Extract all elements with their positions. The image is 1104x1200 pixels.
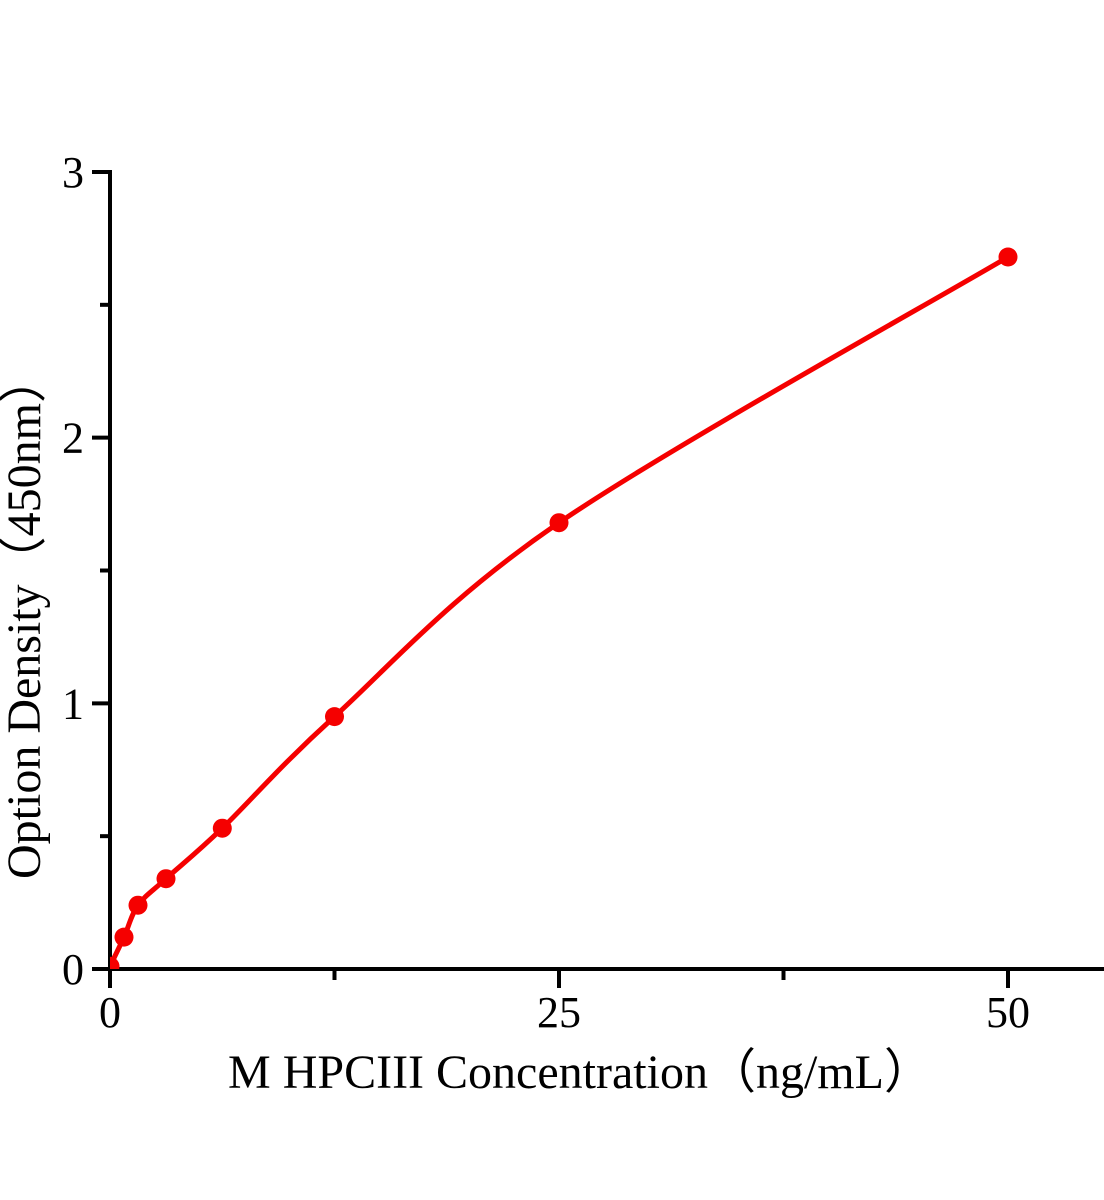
data-point — [325, 707, 344, 727]
data-point — [156, 869, 176, 889]
data-point — [128, 895, 148, 915]
data-point — [549, 513, 569, 533]
data-series — [110, 247, 1018, 969]
data-point — [114, 927, 134, 947]
x-axis-title: M HPCIII Concentration（ng/mL） — [228, 1046, 932, 1099]
axis-ticks — [92, 169, 1010, 988]
x-tick-label: 0 — [99, 988, 121, 1037]
y-tick-label: 2 — [62, 414, 84, 463]
data-point — [998, 247, 1018, 267]
x-tick-label: 25 — [537, 988, 581, 1037]
y-tick-label: 1 — [62, 679, 84, 728]
y-tick-label: 0 — [62, 945, 84, 994]
fit-curve — [110, 254, 1011, 969]
tick-labels: 0 25 50 0 1 2 3 — [62, 148, 1030, 1037]
y-axis-title: Option Density（450nm） — [0, 355, 51, 879]
x-tick-label: 50 — [986, 988, 1030, 1037]
data-point — [212, 818, 232, 838]
data-point — [110, 956, 120, 969]
y-tick-label: 3 — [62, 148, 84, 197]
